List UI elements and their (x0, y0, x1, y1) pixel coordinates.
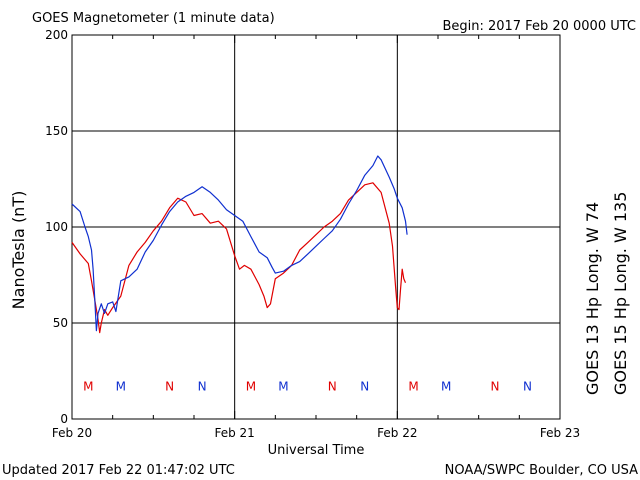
updated-footer: Updated 2017 Feb 22 01:47:02 UTC (2, 463, 235, 478)
annotation-m: M (408, 379, 418, 393)
source-footer: NOAA/SWPC Boulder, CO USA (445, 463, 638, 478)
annotation-m: M (116, 379, 126, 393)
series-lines (71, 155, 408, 334)
y-axis-label: NanoTesla (nT) (9, 191, 28, 310)
y-tick-label: 150 (45, 124, 68, 138)
annotation-n: N (523, 379, 532, 393)
axis-ticks: 0 50 100 150 200 Feb 20 Feb 21 Feb 22 Feb 23 (45, 28, 580, 440)
plot-grid (71, 34, 561, 420)
y-tick-label: 50 (53, 316, 68, 330)
annotation-m: M (83, 379, 93, 393)
annotation-n: N (328, 379, 337, 393)
x-tick-label: Feb 20 (52, 426, 92, 440)
series-line-goes13 (71, 182, 407, 334)
chart-title: GOES Magnetometer (1 minute data) (32, 11, 275, 26)
annotation-m: M (441, 379, 451, 393)
annotation-n: N (165, 379, 174, 393)
series-line-goes15 (71, 155, 408, 332)
begin-label: Begin: 2017 Feb 20 0000 UTC (442, 19, 636, 34)
y-tick-label: 200 (45, 28, 68, 42)
legend-goes15: GOES 15 Hp Long. W 135 (611, 192, 630, 395)
y-tick-label: 0 (60, 412, 68, 426)
annotation-n: N (198, 379, 207, 393)
y-tick-label: 100 (45, 220, 68, 234)
x-axis-label: Universal Time (268, 443, 365, 458)
annotation-m: M (246, 379, 256, 393)
annotation-n: N (490, 379, 499, 393)
annotation-m: M (278, 379, 288, 393)
x-tick-label: Feb 22 (377, 426, 417, 440)
x-tick-label: Feb 23 (540, 426, 580, 440)
annotation-n: N (360, 379, 369, 393)
legend-goes13: GOES 13 Hp Long. W 74 (583, 202, 602, 395)
x-tick-label: Feb 21 (214, 426, 254, 440)
